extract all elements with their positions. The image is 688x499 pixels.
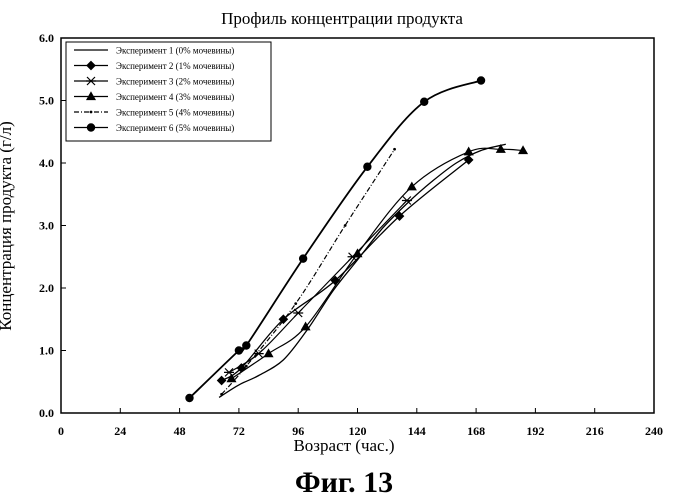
triangle-marker [352, 248, 363, 258]
figure-caption: Фиг. 13 [295, 466, 393, 499]
circle-marker [86, 123, 96, 132]
legend-entry: Эксперимент 6 (5% мочевины) [74, 123, 234, 133]
x-tick-label: 96 [292, 424, 304, 438]
triangle-marker [263, 348, 274, 358]
diamond-marker [394, 211, 405, 221]
dot-marker [220, 392, 224, 396]
chart-title: Профиль концентрации продукта [221, 9, 463, 28]
series-3 [224, 196, 412, 377]
x-tick-label: 192 [526, 424, 544, 438]
legend-label: Эксперимент 2 (1% мочевины) [116, 61, 234, 71]
series-1-line [218, 143, 506, 398]
series-3-line [228, 200, 408, 373]
legend-entry: Эксперимент 4 (3% мочевины) [74, 91, 234, 102]
circle-marker [242, 341, 251, 350]
y-tick-label: 2.0 [39, 281, 54, 295]
triangle-marker [463, 146, 474, 156]
y-axis: 0.0 1.0 2.0 3.0 4.0 5.0 6.0 [39, 31, 66, 420]
x-tick-label: 144 [408, 424, 426, 438]
circle-marker [476, 76, 486, 85]
star-marker [224, 367, 235, 377]
x-tick-label: 48 [174, 424, 186, 438]
series-layer [185, 76, 529, 403]
x-tick-label: 24 [114, 424, 126, 438]
legend-entry: Эксперимент 3 (2% мочевины) [74, 77, 234, 87]
y-tick-label: 0.0 [39, 406, 54, 420]
series-4 [226, 144, 529, 383]
circle-marker [298, 254, 308, 263]
star-marker [86, 76, 96, 86]
diamond-marker [463, 155, 474, 165]
star-marker [253, 349, 264, 359]
series-1 [218, 143, 506, 398]
dot-marker [343, 224, 347, 227]
legend: Эксперимент 1 (0% мочевины) Эксперимент 2… [65, 41, 272, 142]
y-tick-label: 4.0 [39, 156, 54, 170]
circle-marker [420, 97, 429, 106]
series-2 [216, 155, 474, 386]
diamond-marker [216, 375, 227, 386]
diamond-marker [86, 60, 96, 71]
legend-entry: Эксперимент 1 (0% мочевины) [74, 46, 234, 56]
x-tick-label: 72 [233, 424, 245, 438]
dot-marker [89, 110, 93, 114]
star-marker [293, 308, 304, 318]
legend-label: Эксперимент 5 (4% мочевины) [116, 108, 234, 118]
legend-label: Эксперимент 6 (5% мочевины) [116, 123, 234, 133]
y-axis-label: Концентрация продукта (г/л) [0, 121, 15, 331]
triangle-marker [85, 91, 97, 101]
x-tick-label: 216 [586, 424, 604, 438]
triangle-marker [300, 321, 311, 331]
y-tick-label: 3.0 [39, 219, 54, 233]
y-tick-label: 5.0 [39, 94, 54, 108]
x-tick-label: 240 [645, 424, 663, 438]
legend-label: Эксперимент 4 (3% мочевины) [116, 92, 234, 102]
triangle-marker [226, 373, 237, 383]
series-5 [220, 147, 396, 396]
dot-marker [294, 302, 298, 306]
series-5-line [221, 148, 396, 395]
triangle-marker [518, 145, 529, 155]
circle-marker [363, 162, 372, 171]
star-marker [401, 196, 412, 205]
legend-entry: Эксперимент 5 (4% мочевины) [74, 108, 234, 118]
legend-label: Эксперимент 1 (0% мочевины) [116, 46, 234, 56]
series-4-line [231, 147, 524, 380]
x-tick-label: 0 [58, 424, 64, 438]
y-tick-label: 6.0 [39, 31, 54, 45]
dot-marker [244, 364, 248, 368]
legend-entry: Эксперимент 2 (1% мочевины) [74, 60, 234, 71]
circle-marker [234, 346, 244, 355]
triangle-marker [406, 181, 417, 191]
y-tick-label: 1.0 [39, 344, 54, 358]
series-6 [185, 76, 486, 403]
x-tick-label: 120 [349, 424, 367, 438]
x-axis-label: Возраст (час.) [293, 436, 394, 455]
x-axis: 0 24 48 72 96 120 144 168 192 216 240 [58, 408, 663, 438]
triangle-marker [495, 144, 506, 153]
legend-box [65, 41, 272, 142]
x-tick-label: 168 [467, 424, 485, 438]
dot-marker [393, 147, 396, 151]
legend-label: Эксперимент 3 (2% мочевины) [116, 77, 234, 87]
circle-marker [185, 393, 194, 403]
